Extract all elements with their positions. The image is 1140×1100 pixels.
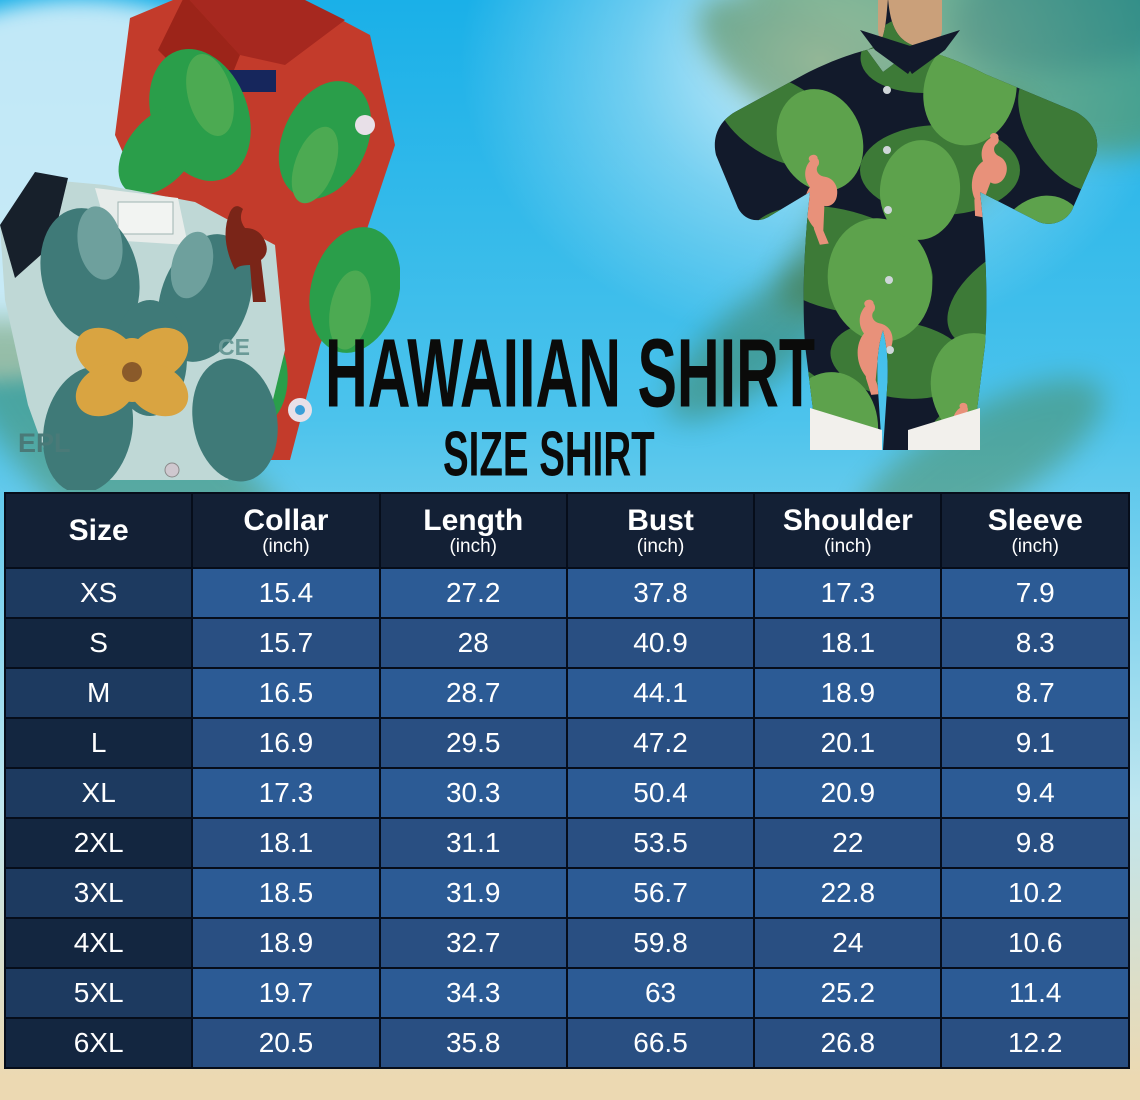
svg-text:EPL: EPL bbox=[18, 428, 71, 458]
svg-text:CE: CE bbox=[218, 334, 250, 360]
